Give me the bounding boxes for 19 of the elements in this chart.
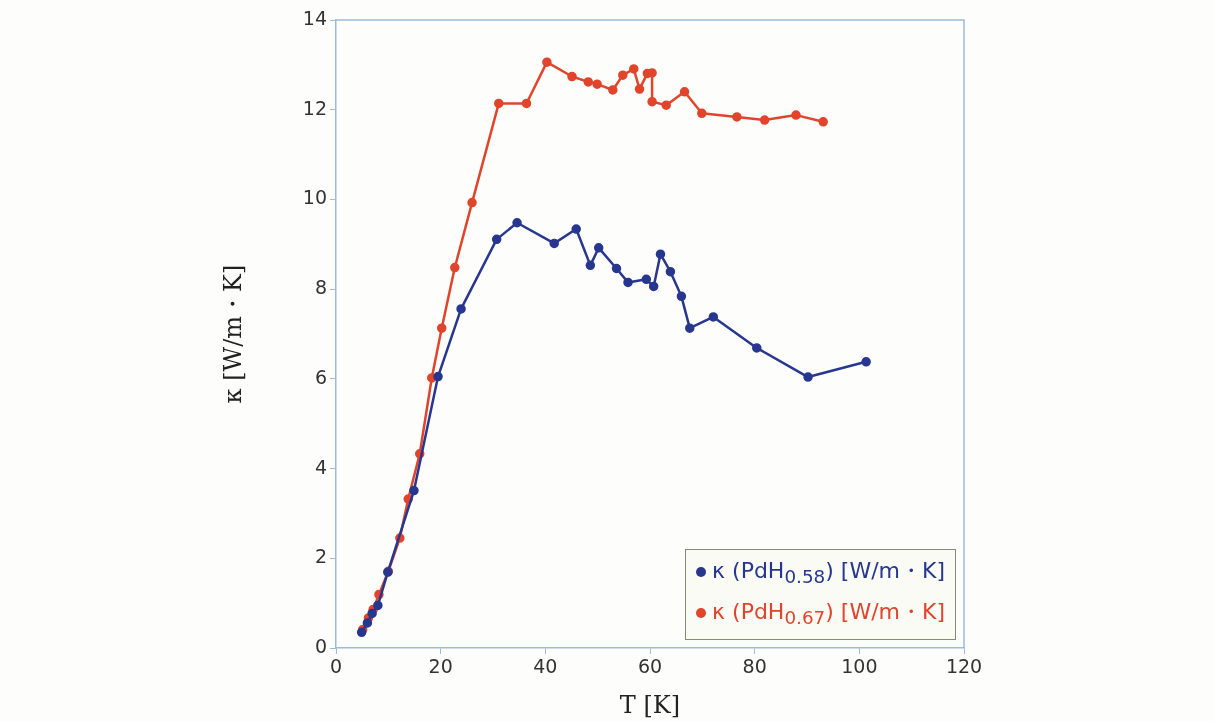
legend-label: κ (PdH$_{0.67}$) [W/m・K] [712,598,945,628]
x-tick-label: 20 [428,655,453,678]
x-axis-title: T [K] [619,690,681,719]
y-tick-label: 0 [314,634,327,657]
x-tick-label: 0 [329,655,343,678]
y-tick-label: 10 [302,186,327,209]
x-tick-label: 120 [945,655,983,678]
y-tick-label: 8 [314,276,327,299]
x-tick-label: 100 [841,655,878,678]
y-tick-label: 4 [314,455,327,478]
y-tick-label: 2 [314,545,327,568]
x-tick-label: 40 [533,655,558,678]
y-tick-label: 6 [314,365,327,388]
x-tick-label: 60 [637,655,663,678]
y-tick-label: 12 [302,96,327,119]
x-tick-label: 80 [742,655,767,678]
legend-label: κ (PdH$_{0.58}$) [W/m・K] [712,558,945,588]
y-axis-title: κ [W/m・K] [218,264,247,404]
y-tick-label: 14 [302,6,327,29]
